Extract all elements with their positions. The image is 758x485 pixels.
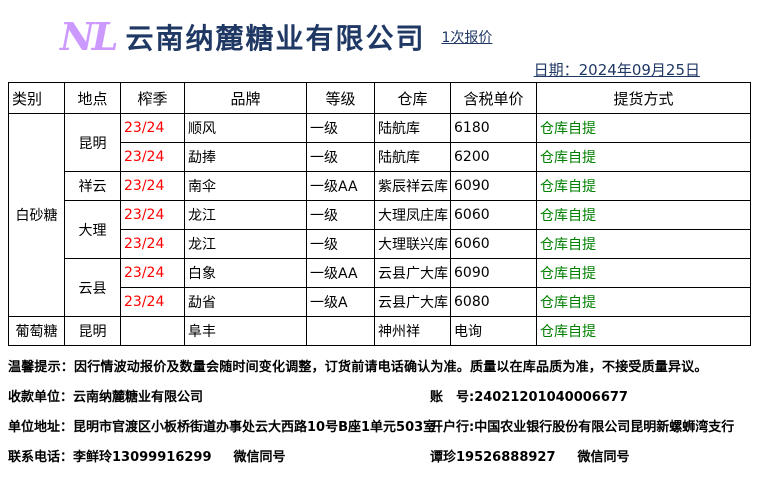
table-row: 云县 23/24 白象 一级AA 云县广大库 6090 仓库自提 — [9, 258, 751, 317]
footer: 收款单位：云南纳麓糖业有限公司 账 号:24021201040006677 单位… — [8, 389, 758, 466]
contact-phone: 联系电话：李鲜玲13099916299 微信同号 — [8, 450, 286, 465]
season-cell — [120, 316, 185, 346]
table-row: 23/24 勐省 一级A 云县广大库 6080 仓库自提 — [9, 287, 751, 317]
pickup-cell: 仓库自提 — [536, 316, 751, 346]
brand-cell: 龙江 — [184, 229, 307, 259]
account-info: 账 号:24021201040006677 — [430, 389, 628, 406]
price-cell: 6080 — [450, 287, 537, 317]
warehouse-cell: 大理联兴库 — [374, 229, 451, 259]
col-header-season: 榨季 — [120, 82, 185, 114]
season-cell: 23/24 — [120, 142, 185, 172]
warehouse-cell: 紫辰祥云库 — [374, 171, 451, 201]
wechat-note-2: 微信同号 — [577, 450, 630, 465]
location-cell: 昆明 — [64, 113, 121, 172]
season-cell: 23/24 — [120, 258, 185, 288]
wechat-note: 微信同号 — [233, 450, 286, 465]
grade-cell: 一级 — [306, 142, 375, 172]
pickup-cell: 仓库自提 — [536, 258, 751, 288]
season-cell: 23/24 — [120, 287, 185, 317]
brand-cell: 阜丰 — [184, 316, 307, 346]
grade-cell: 一级 — [306, 113, 375, 143]
season-cell: 23/24 — [120, 113, 185, 143]
price-cell: 6060 — [450, 229, 537, 259]
table-row: 葡萄糖 昆明 阜丰 神州祥 电询 仓库自提 — [8, 316, 751, 346]
warehouse-cell: 陆航库 — [374, 113, 451, 143]
grade-cell: 一级AA — [306, 258, 375, 288]
warehouse-cell: 云县广大库 — [374, 287, 451, 317]
bank-label: 开户行:中国农业银行股份有限公司昆明新螺蛳湾支行 — [430, 420, 735, 435]
table-row: 23/24 勐捧 一级 陆航库 6200 仓库自提 — [9, 142, 751, 172]
pickup-cell: 仓库自提 — [536, 200, 751, 230]
location-cell: 昆明 — [64, 316, 121, 346]
pickup-cell: 仓库自提 — [536, 287, 751, 317]
contact-phone-2: 谭珍19526888927 微信同号 — [430, 450, 630, 465]
header: NL 云南纳麓糖业有限公司 1次报价 — [8, 14, 758, 59]
warehouse-cell: 神州祥 — [374, 316, 451, 346]
contact-row: 联系电话：李鲜玲13099916299 微信同号 谭珍19526888927 微信同… — [8, 449, 758, 466]
grade-cell: 一级A — [306, 287, 375, 317]
col-header-brand: 品牌 — [184, 82, 307, 114]
category-cell: 白砂糖 — [8, 113, 65, 317]
address-bank-row: 单位地址：昆明市官渡区小板桥街道办事处云大西路10号B座1单元503室 开户行:… — [8, 419, 758, 436]
table-row: 祥云 23/24 南伞 一级AA 紫辰祥云库 6090 仓库自提 — [9, 171, 751, 201]
season-cell: 23/24 — [120, 229, 185, 259]
price-cell: 6090 — [450, 258, 537, 288]
warehouse-cell: 云县广大库 — [374, 258, 451, 288]
col-header-warehouse: 仓库 — [374, 82, 451, 114]
location-cell: 云县 — [64, 258, 121, 317]
payee-account-row: 收款单位：云南纳麓糖业有限公司 账 号:24021201040006677 — [8, 389, 758, 406]
company-logo: NL — [60, 14, 118, 59]
price-cell: 电询 — [450, 316, 537, 346]
account-number: 24021201040006677 — [474, 390, 628, 405]
table-row: 23/24 龙江 一级 大理联兴库 6060 仓库自提 — [9, 229, 751, 259]
brand-cell: 勐捧 — [184, 142, 307, 172]
warehouse-cell: 陆航库 — [374, 142, 451, 172]
table-row: 白砂糖 昆明 23/24 顺风 一级 陆航库 6180 仓库自提 — [8, 113, 751, 317]
header-row: 类别 地点 榨季 品牌 等级 仓库 含税单价 提货方式 — [8, 82, 751, 114]
table-row: 大理 23/24 龙江 一级 大理凤庄库 6060 仓库自提 — [9, 200, 751, 259]
category-cell: 葡萄糖 — [8, 316, 65, 346]
payee-label: 收款单位：云南纳麓糖业有限公司 — [8, 390, 204, 405]
col-header-location: 地点 — [64, 82, 121, 114]
location-cell: 大理 — [64, 200, 121, 259]
date-label: 日期：2024年09月25日 — [533, 61, 700, 79]
brand-cell: 龙江 — [184, 200, 307, 230]
price-cell: 6060 — [450, 200, 537, 230]
pickup-cell: 仓库自提 — [536, 229, 751, 259]
address-label: 单位地址：昆明市官渡区小板桥街道办事处云大西路10号B座1单元503室 — [8, 420, 437, 435]
brand-cell: 顺风 — [184, 113, 307, 143]
season-cell: 23/24 — [120, 171, 185, 201]
grade-cell: 一级 — [306, 229, 375, 259]
page: { "header": { "logo_text": "NL", "compan… — [0, 14, 758, 485]
notice-text: 温馨提示：因行情波动报价及数量会随时间变化调整，订货前请电话确认为准。质量以在库… — [8, 360, 708, 375]
brand-cell: 勐省 — [184, 287, 307, 317]
warehouse-cell: 大理凤庄库 — [374, 200, 451, 230]
price-cell: 6200 — [450, 142, 537, 172]
col-header-category: 类别 — [8, 82, 65, 114]
col-header-grade: 等级 — [306, 82, 375, 114]
col-header-price: 含税单价 — [450, 82, 537, 114]
account-label: 账 号: — [430, 390, 475, 405]
price-cell: 6180 — [450, 113, 537, 143]
pickup-cell: 仓库自提 — [536, 171, 751, 201]
season-cell: 23/24 — [120, 200, 185, 230]
grade-cell — [306, 316, 375, 346]
pickup-cell: 仓库自提 — [536, 113, 751, 143]
brand-cell: 白象 — [184, 258, 307, 288]
price-cell: 6090 — [450, 171, 537, 201]
date-row: 日期：2024年09月25日 — [0, 59, 700, 80]
grade-cell: 一级 — [306, 200, 375, 230]
brand-cell: 南伞 — [184, 171, 307, 201]
price-table: 类别 地点 榨季 品牌 等级 仓库 含税单价 提货方式 白砂糖 昆明 23/24… — [8, 82, 751, 346]
location-cell: 祥云 — [64, 171, 121, 201]
company-name: 云南纳麓糖业有限公司 — [125, 21, 426, 55]
col-header-pickup: 提货方式 — [536, 82, 751, 114]
pickup-cell: 仓库自提 — [536, 142, 751, 172]
quote-count-label: 1次报价 — [441, 29, 493, 46]
grade-cell: 一级AA — [306, 171, 375, 201]
